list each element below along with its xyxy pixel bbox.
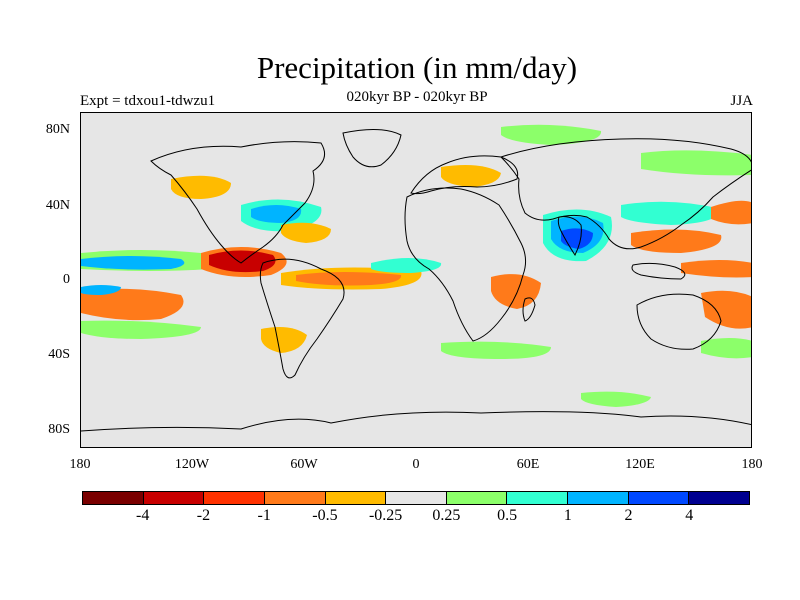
- colorbar-swatch: [386, 492, 447, 504]
- anomaly-wpac-neg: [631, 229, 722, 253]
- anomaly-north-pos: [641, 150, 751, 176]
- y-label-80n: 80N: [45, 122, 70, 137]
- colorbar-label: -2: [196, 507, 211, 524]
- plot-subtitle: 020kyr BP - 020kyr BP: [346, 89, 488, 105]
- colorbar-label: -1: [257, 507, 271, 524]
- anomaly-europe-neg: [441, 165, 501, 187]
- anomaly-east-africa-neg: [491, 274, 541, 309]
- y-label-0: 0: [63, 272, 70, 287]
- anomaly-atlantic-pos: [371, 258, 442, 273]
- colorbar-label: 2: [624, 507, 633, 524]
- anomaly-io-pos: [441, 341, 551, 359]
- x-label-120e: 120E: [625, 457, 655, 472]
- anomaly-fields: [81, 124, 751, 407]
- coastlines: [81, 129, 751, 432]
- anomaly-na-blue: [251, 205, 302, 223]
- coast-maritime: [631, 262, 686, 280]
- season-label: JJA: [730, 93, 753, 109]
- x-label-0: 0: [412, 457, 420, 472]
- coast-asia: [500, 138, 751, 250]
- colorbar-swatch: [507, 492, 569, 504]
- colorbar-swatch: [446, 492, 508, 504]
- precipitation-map: [80, 112, 752, 448]
- y-label-80s: 80S: [48, 422, 70, 437]
- anomaly-india-core: [561, 228, 593, 249]
- anomaly-na-neg: [171, 175, 231, 199]
- y-label-40s: 40S: [48, 347, 70, 362]
- colorbar-label: -4: [136, 507, 150, 524]
- colorbar-swatch: [689, 492, 750, 504]
- x-label-180e: 180: [741, 457, 763, 472]
- y-label-40n: 40N: [45, 198, 70, 213]
- coast-greenland: [342, 129, 402, 168]
- experiment-label: Expt = tdxou1-tdwzu1: [80, 93, 216, 109]
- coast-india: [557, 216, 582, 256]
- anomaly-sa-neg: [261, 327, 307, 353]
- anomaly-east-pacific-core: [209, 250, 276, 273]
- x-label-120w: 120W: [174, 457, 210, 472]
- colorbar-label: 0.25: [432, 507, 461, 524]
- anomaly-europe-pos: [501, 124, 602, 145]
- colorbar-swatch: [325, 492, 387, 504]
- colorbar-label: -0.25: [368, 507, 403, 524]
- coast-antarctica: [81, 411, 751, 432]
- colorbar-swatch: [143, 492, 205, 504]
- x-label-60e: 60E: [516, 457, 540, 472]
- anomaly-south-pos: [701, 338, 751, 359]
- anomaly-wpac-pos: [621, 201, 721, 225]
- anomaly-nwpac-neg: [711, 200, 751, 225]
- coast-madagascar: [522, 297, 536, 322]
- anomaly-southern-pos: [581, 391, 651, 407]
- coast-north-america: [150, 141, 326, 264]
- map-svg: [81, 124, 751, 432]
- anomaly-pacific-blue: [81, 256, 185, 270]
- plot-title: Precipitation (in mm/day): [256, 50, 578, 85]
- x-label-180w: 180: [69, 457, 91, 472]
- colorbar-swatch: [204, 492, 265, 504]
- colorbar-label: -0.5: [312, 507, 338, 524]
- anomaly-south-pacific-blue: [81, 285, 121, 295]
- anomaly-atlantic-core: [296, 272, 402, 286]
- anomaly-south-pacific-neg: [81, 288, 184, 321]
- coast-australia: [636, 293, 722, 350]
- colorbar-label: 1: [563, 507, 572, 524]
- x-label-60w: 60W: [290, 457, 318, 472]
- coast-europe: [410, 155, 519, 195]
- coast-south-america: [259, 258, 345, 379]
- colorbar-label: 4: [685, 507, 694, 524]
- colorbar: [82, 491, 750, 505]
- colorbar-swatch: [264, 492, 326, 504]
- colorbar-swatch: [568, 492, 629, 504]
- anomaly-south-pacific-pos: [81, 320, 201, 339]
- colorbar-swatch: [628, 492, 690, 504]
- colorbar-label: 0.5: [497, 507, 518, 524]
- anomaly-na-neg2: [281, 222, 331, 243]
- anomaly-aus-neg: [701, 290, 751, 329]
- colorbar-swatch: [83, 492, 144, 504]
- coast-africa: [404, 187, 527, 342]
- anomaly-wpac-neg2: [681, 260, 751, 278]
